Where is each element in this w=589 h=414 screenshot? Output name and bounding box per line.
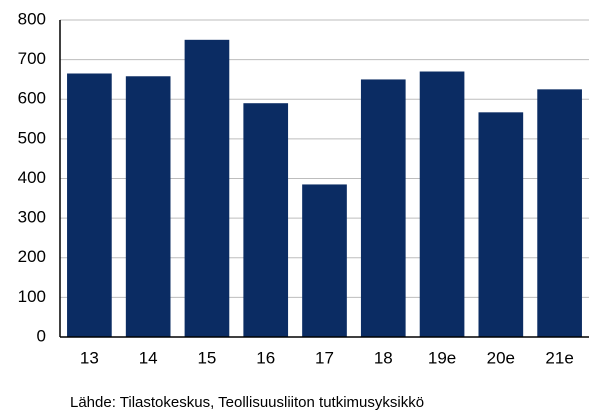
x-tick-label: 13 bbox=[80, 348, 99, 367]
y-tick-label: 500 bbox=[18, 128, 46, 147]
bar bbox=[125, 76, 171, 337]
bar bbox=[243, 103, 289, 338]
y-tick-label: 300 bbox=[18, 208, 46, 227]
bar bbox=[419, 71, 465, 337]
bar bbox=[184, 39, 230, 337]
y-tick-label: 200 bbox=[18, 247, 46, 266]
x-tick-label: 16 bbox=[256, 348, 275, 367]
bar bbox=[537, 89, 582, 337]
x-tick-label: 18 bbox=[374, 348, 393, 367]
x-tick-label: 14 bbox=[139, 348, 158, 367]
source-note: Lähde: Tilastokeskus, Teollisuusliiton t… bbox=[70, 394, 424, 411]
y-tick-label: 700 bbox=[18, 49, 46, 68]
bar bbox=[360, 79, 406, 337]
bar bbox=[302, 184, 347, 337]
bar bbox=[67, 73, 112, 338]
bar bbox=[478, 112, 524, 337]
y-tick-label: 100 bbox=[18, 287, 46, 306]
x-tick-label: 19e bbox=[428, 348, 456, 367]
y-tick-label: 600 bbox=[18, 89, 46, 108]
x-tick-label: 20e bbox=[487, 348, 515, 367]
y-tick-label: 400 bbox=[18, 168, 46, 187]
x-tick-label: 21e bbox=[545, 348, 573, 367]
y-tick-label: 800 bbox=[18, 9, 46, 28]
y-tick-label: 0 bbox=[37, 326, 46, 345]
x-tick-label: 17 bbox=[315, 348, 334, 367]
x-tick-label: 15 bbox=[197, 348, 216, 367]
